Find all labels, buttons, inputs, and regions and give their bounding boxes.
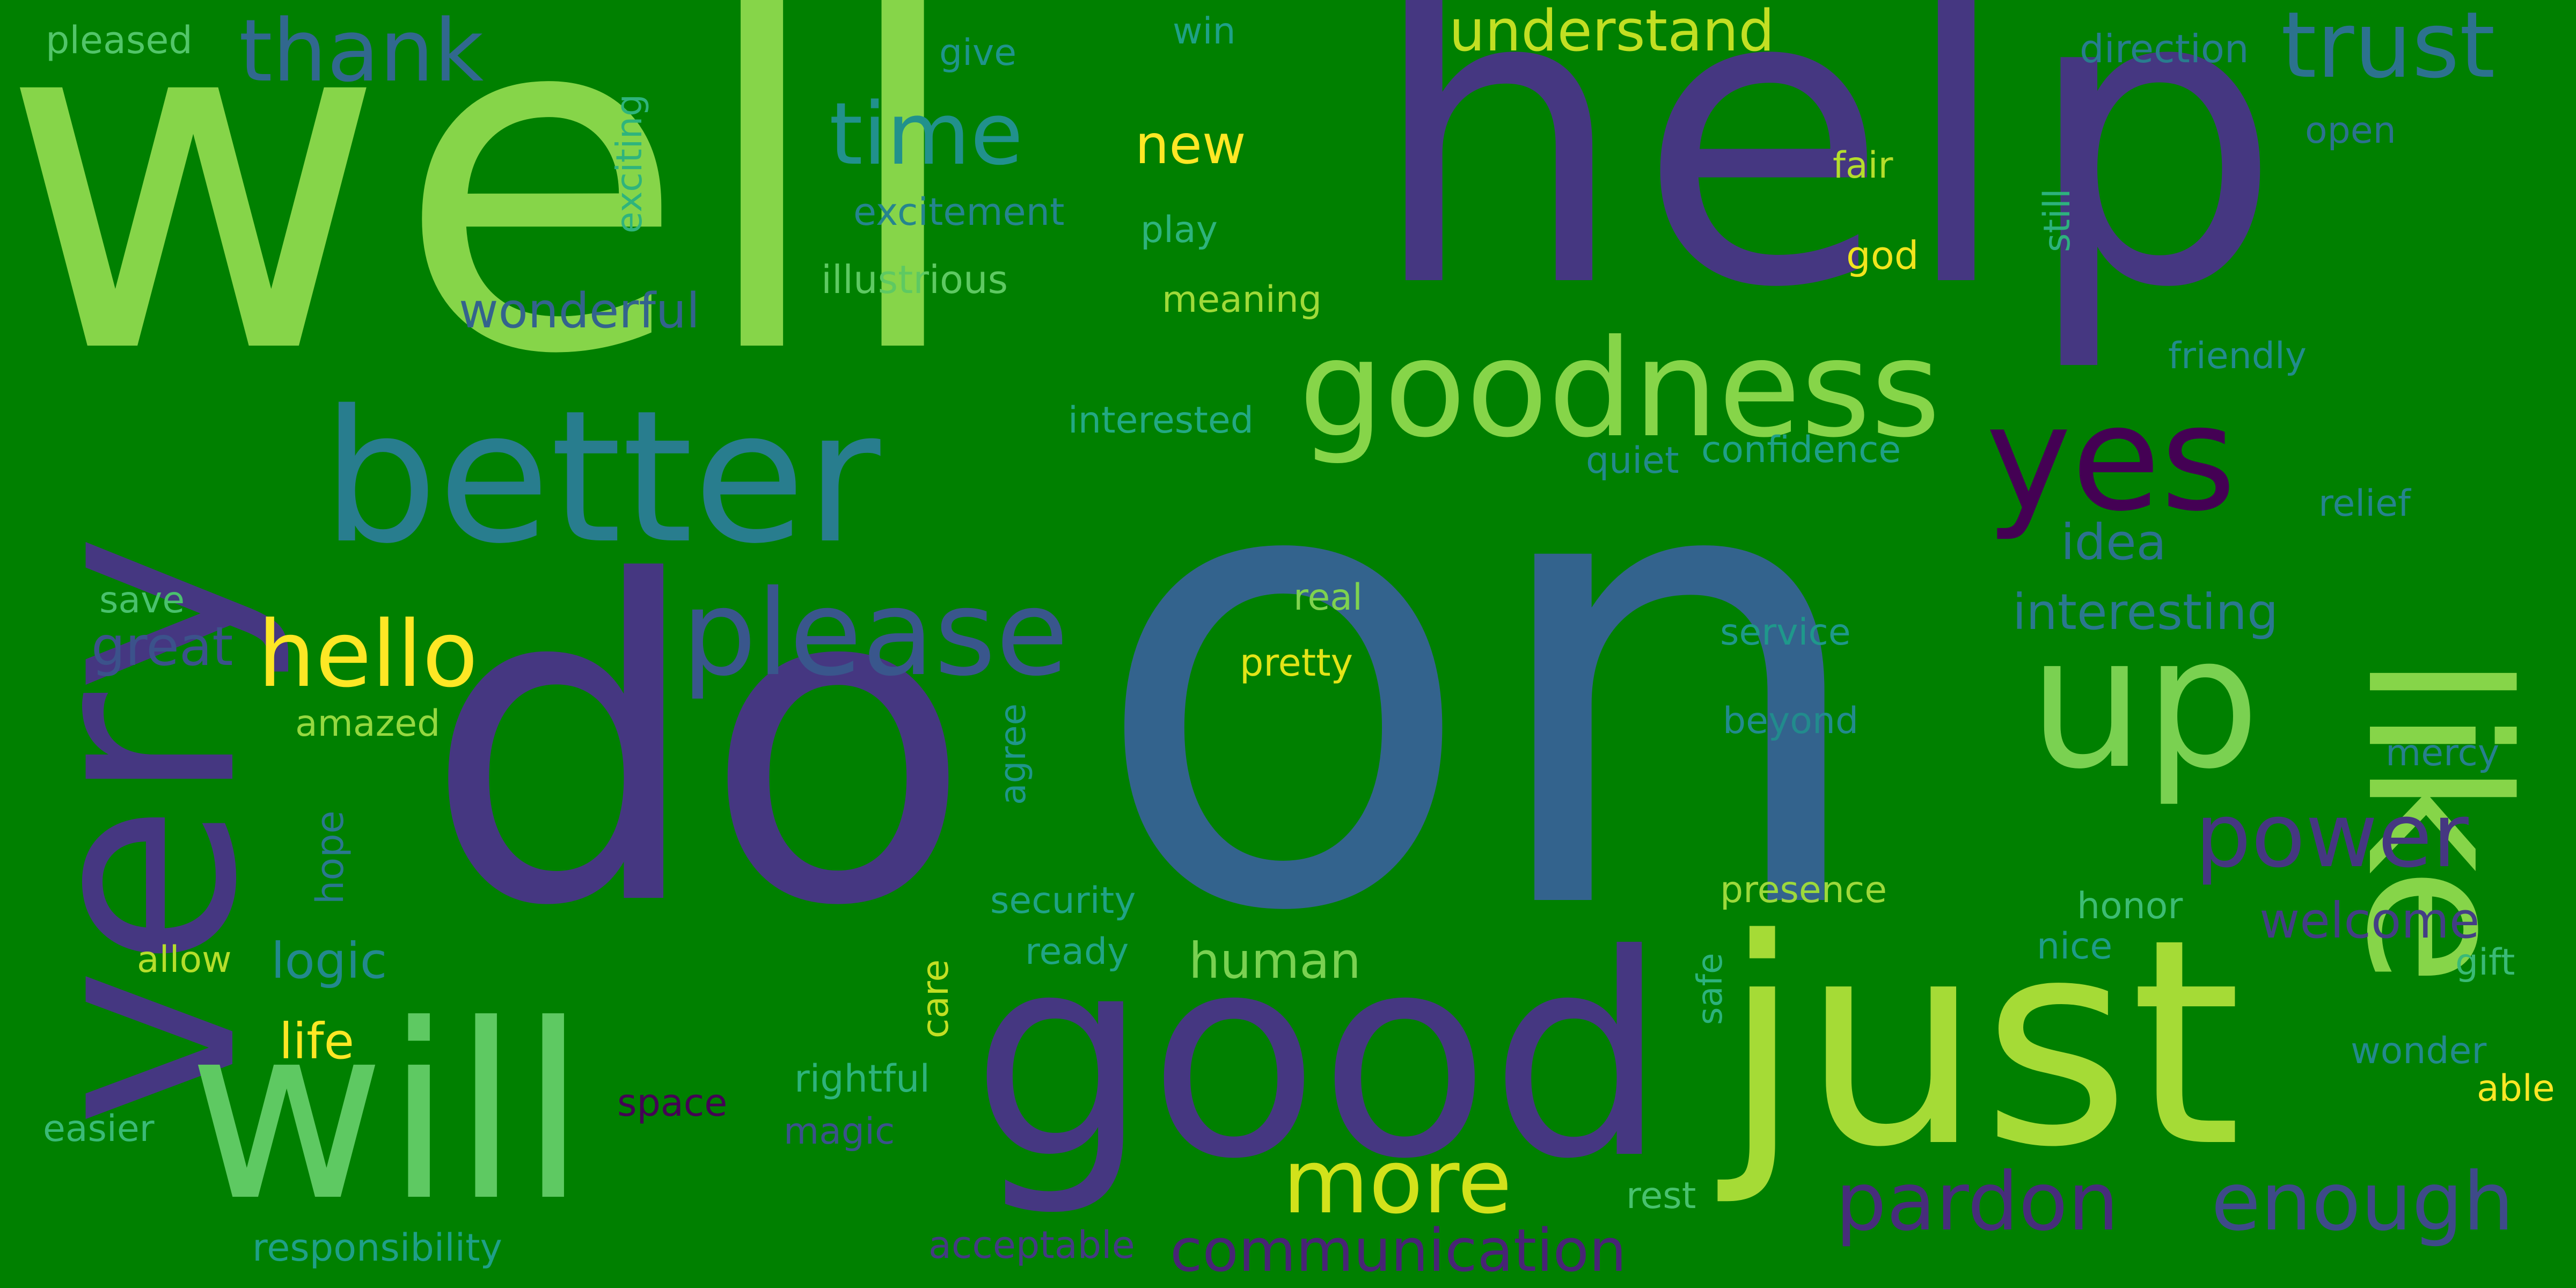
word-responsibility: responsibility xyxy=(252,1226,502,1270)
word-well: well xyxy=(0,0,978,457)
word-help: help xyxy=(1368,0,2293,377)
word-better: better xyxy=(322,371,881,584)
word-quiet: quiet xyxy=(1586,440,1679,482)
word-nice: nice xyxy=(2037,925,2113,968)
word-amazed: amazed xyxy=(295,702,441,745)
word-open: open xyxy=(2305,109,2396,152)
word-please: please xyxy=(682,565,1069,702)
word-more: more xyxy=(1283,1130,1512,1233)
word-do: do xyxy=(424,490,973,1002)
word-magic: magic xyxy=(784,1110,895,1153)
word-communication: communication xyxy=(1170,1216,1627,1285)
word-yes: yes xyxy=(1986,374,2236,543)
word-new: new xyxy=(1135,113,1246,176)
word-agree: agree xyxy=(992,703,1034,805)
word-good: good xyxy=(971,895,1667,1220)
word-up: up xyxy=(2029,597,2260,809)
word-gift: gift xyxy=(2455,941,2515,984)
word-presence: presence xyxy=(1720,869,1887,911)
word-allow: allow xyxy=(137,939,232,981)
word-security: security xyxy=(990,880,1136,922)
word-wonderful: wonderful xyxy=(459,283,700,339)
word-on: on xyxy=(1089,313,1878,1050)
word-excitement: excitement xyxy=(853,190,1065,234)
word-rest: rest xyxy=(1626,1175,1696,1217)
word-service: service xyxy=(1720,611,1851,654)
word-direction: direction xyxy=(2080,26,2249,71)
word-space: space xyxy=(617,1081,728,1125)
word-save: save xyxy=(99,579,185,621)
word-easier: easier xyxy=(43,1108,155,1150)
word-able: able xyxy=(2477,1067,2555,1110)
word-acceptable: acceptable xyxy=(928,1223,1135,1267)
word-great: great xyxy=(91,615,233,678)
word-mercy: mercy xyxy=(2385,732,2500,774)
word-time: time xyxy=(829,84,1023,184)
word-power: power xyxy=(2195,784,2469,887)
word-exciting: exciting xyxy=(609,94,650,233)
word-enough: enough xyxy=(2211,1155,2514,1249)
word-care: care xyxy=(914,959,957,1038)
word-fair: fair xyxy=(1833,144,1893,187)
word-relief: relief xyxy=(2318,482,2411,525)
word-understand: understand xyxy=(1449,0,1775,64)
word-win: win xyxy=(1173,10,1236,53)
word-pardon: pardon xyxy=(1835,1155,2119,1249)
word-god: god xyxy=(1846,233,1919,278)
word-honor: honor xyxy=(2077,885,2183,927)
word-life: life xyxy=(279,1013,355,1070)
word-meaning: meaning xyxy=(1162,279,1322,321)
word-thank: thank xyxy=(239,1,484,101)
word-idea: idea xyxy=(2061,514,2167,571)
word-confidence: confidence xyxy=(1701,429,1901,471)
word-hope: hope xyxy=(308,810,352,904)
word-still: still xyxy=(2036,188,2079,252)
word-wonder: wonder xyxy=(2351,1030,2487,1072)
word-beyond: beyond xyxy=(1723,700,1859,742)
word-pleased: pleased xyxy=(46,18,193,62)
word-interesting: interesting xyxy=(2012,583,2279,641)
word-hello: hello xyxy=(258,602,478,708)
word-illustrious: illustrious xyxy=(821,257,1008,302)
word-give: give xyxy=(939,32,1017,74)
word-logic: logic xyxy=(271,932,387,990)
word-welcome: welcome xyxy=(2259,892,2480,949)
word-friendly: friendly xyxy=(2168,335,2307,377)
word-just: just xyxy=(1723,878,2242,1209)
word-safe: safe xyxy=(1690,953,1730,1025)
word-interested: interested xyxy=(1068,399,1254,442)
word-ready: ready xyxy=(1025,931,1129,973)
word-real: real xyxy=(1293,576,1363,619)
word-rightful: rightful xyxy=(794,1057,930,1101)
word-human: human xyxy=(1189,932,1361,990)
word-play: play xyxy=(1140,209,1218,251)
word-trust: trust xyxy=(2281,0,2496,99)
word-pretty: pretty xyxy=(1240,641,1353,685)
word-will: will xyxy=(188,973,587,1254)
word-goodness: goodness xyxy=(1299,311,1941,467)
